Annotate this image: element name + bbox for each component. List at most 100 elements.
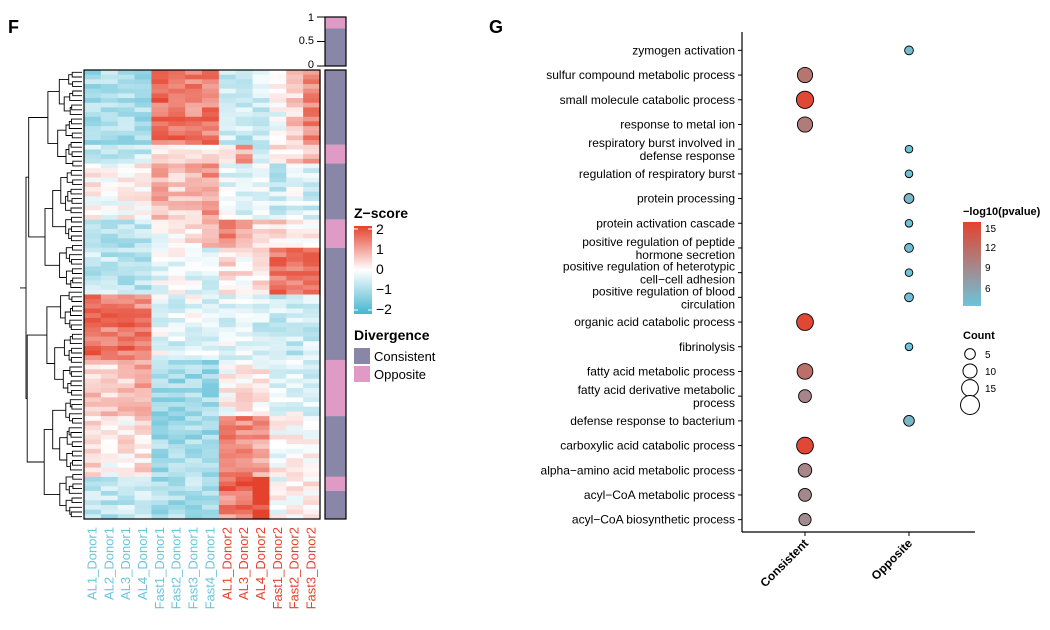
heatmap-cell bbox=[117, 299, 136, 305]
heatmap-cell bbox=[185, 130, 203, 137]
heatmap-cell bbox=[151, 130, 169, 137]
heatmap-cell bbox=[134, 411, 153, 417]
heatmap-cell bbox=[269, 88, 287, 94]
heatmap-cell bbox=[235, 275, 254, 282]
heatmap-cell bbox=[235, 191, 254, 197]
heatmap-cell bbox=[303, 214, 321, 221]
row-dendrogram bbox=[20, 71, 82, 518]
heatmap-cell bbox=[286, 514, 304, 520]
heatmap-cell bbox=[303, 285, 321, 291]
heatmap-cell bbox=[134, 299, 153, 305]
heatmap-cell bbox=[235, 168, 254, 174]
heatmap-cell bbox=[100, 444, 119, 450]
heatmap-cell bbox=[134, 472, 153, 478]
heatmap-cell bbox=[100, 214, 119, 221]
heatmap-cell bbox=[100, 88, 119, 94]
heatmap-cell bbox=[202, 434, 220, 441]
heatmap-cell bbox=[286, 392, 304, 398]
heatmap-cell bbox=[202, 430, 220, 436]
heatmap-cell bbox=[84, 84, 102, 90]
heatmap-cell bbox=[235, 327, 254, 333]
heatmap-cell bbox=[252, 135, 271, 141]
heatmap-cell bbox=[218, 210, 237, 216]
heatmap-cell bbox=[202, 280, 220, 286]
heatmap-cell bbox=[117, 289, 136, 296]
heatmap-cell bbox=[269, 308, 287, 314]
heatmap-cell bbox=[218, 182, 237, 188]
heatmap-cell bbox=[185, 271, 203, 277]
heatmap-cell bbox=[218, 121, 237, 127]
heatmap-cell bbox=[235, 430, 254, 436]
heatmap-cell bbox=[185, 336, 203, 342]
heatmap-cell bbox=[286, 266, 304, 272]
heatmap-cell bbox=[134, 126, 153, 132]
heatmap-cell bbox=[286, 303, 304, 310]
heatmap-cell bbox=[269, 191, 287, 197]
heatmap-cell bbox=[286, 406, 304, 413]
heatmap-cell bbox=[100, 336, 119, 342]
heatmap-cell bbox=[202, 341, 220, 347]
heatmap-cell bbox=[202, 224, 220, 230]
heatmap-cell bbox=[134, 490, 153, 497]
heatmap-cell bbox=[252, 299, 271, 305]
heatmap-cell bbox=[202, 420, 220, 427]
heatmap-cell bbox=[100, 504, 119, 511]
heatmap-cell bbox=[100, 453, 119, 459]
heatmap-cell bbox=[286, 191, 304, 197]
heatmap-cell bbox=[269, 402, 287, 408]
heatmap-cell bbox=[151, 327, 169, 333]
heatmap-cell bbox=[100, 397, 119, 403]
heatmap-cell bbox=[269, 168, 287, 174]
heatmap-cell bbox=[218, 303, 237, 310]
heatmap-cell bbox=[185, 467, 203, 473]
heatmap-cell bbox=[202, 299, 220, 305]
zscore-tick: 0 bbox=[376, 261, 384, 277]
heatmap-cell bbox=[168, 355, 186, 361]
heatmap-cell bbox=[303, 163, 321, 169]
column-label: Fast1_Donor1 bbox=[152, 527, 167, 609]
heatmap-cell bbox=[218, 177, 237, 183]
heatmap-cell bbox=[100, 172, 119, 179]
heatmap-cell bbox=[185, 214, 203, 221]
heatmap-cell bbox=[134, 243, 153, 249]
heatmap-cell bbox=[286, 462, 304, 469]
divergence-segment-opposite bbox=[325, 359, 346, 417]
heatmap-cell bbox=[269, 229, 287, 235]
heatmap-cell bbox=[252, 350, 271, 356]
heatmap-cell bbox=[252, 341, 271, 347]
heatmap-cell bbox=[269, 233, 287, 239]
heatmap-cell bbox=[303, 453, 321, 459]
heatmap-cell bbox=[286, 135, 304, 141]
heatmap-cell bbox=[286, 233, 304, 239]
heatmap-cell bbox=[286, 158, 304, 165]
heatmap-cell bbox=[151, 177, 169, 183]
heatmap-cell bbox=[185, 448, 203, 455]
heatmap-cell bbox=[84, 430, 102, 436]
heatmap-cell bbox=[151, 411, 169, 417]
heatmap-cell bbox=[117, 303, 136, 310]
heatmap-cell bbox=[303, 369, 321, 375]
heatmap-cell bbox=[269, 238, 287, 244]
heatmap-cell bbox=[151, 261, 169, 268]
heatmap-cell bbox=[286, 149, 304, 155]
heatmap-cell bbox=[202, 336, 220, 342]
heatmap-cell bbox=[117, 514, 136, 520]
heatmap-cell bbox=[134, 453, 153, 459]
heatmap-cell bbox=[100, 392, 119, 398]
heatmap-cell bbox=[117, 84, 136, 90]
heatmap-cell bbox=[84, 453, 102, 459]
pvalue-tick: 9 bbox=[985, 263, 991, 274]
heatmap-cell bbox=[235, 214, 254, 221]
heatmap-cell bbox=[202, 126, 220, 132]
prop-tick-0.5: 0.5 bbox=[299, 35, 314, 47]
heatmap-cell bbox=[252, 79, 271, 85]
heatmap-cell bbox=[185, 397, 203, 403]
heatmap-cell bbox=[185, 420, 203, 427]
heatmap-cell bbox=[117, 509, 136, 515]
heatmap-cell bbox=[134, 313, 153, 319]
heatmap-cell bbox=[117, 504, 136, 511]
heatmap-cell bbox=[235, 402, 254, 408]
dot bbox=[796, 66, 814, 84]
heatmap-cell bbox=[168, 467, 186, 473]
heatmap-cell bbox=[252, 458, 271, 464]
